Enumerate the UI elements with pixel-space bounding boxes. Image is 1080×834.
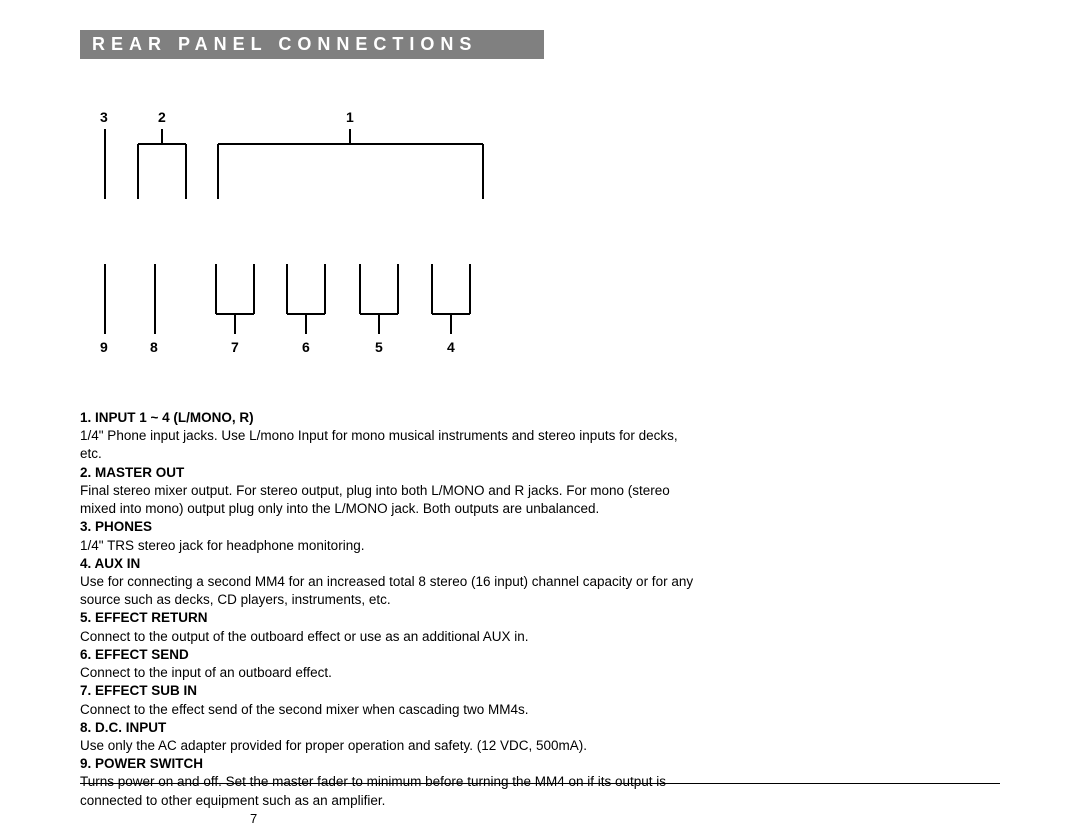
page: REAR PANEL CONNECTIONS 3 2 1 9 8 7 6 5 4 bbox=[0, 0, 1080, 810]
connection-diagram: 3 2 1 9 8 7 6 5 4 bbox=[88, 109, 508, 369]
item-3: 3. PHONES 1/4" TRS stereo jack for headp… bbox=[80, 518, 700, 554]
item-5-title: 5. EFFECT RETURN bbox=[80, 610, 208, 625]
item-2-title: 2. MASTER OUT bbox=[80, 465, 184, 480]
item-3-body: 1/4" TRS stereo jack for headphone monit… bbox=[80, 538, 364, 553]
footer-rule bbox=[80, 783, 1000, 804]
item-4-title: 4. AUX IN bbox=[80, 556, 140, 571]
item-2-body: Final stereo mixer output. For stereo ou… bbox=[80, 483, 670, 516]
item-8-title: 8. D.C. INPUT bbox=[80, 720, 166, 735]
item-5: 5. EFFECT RETURN Connect to the output o… bbox=[80, 609, 700, 645]
description-list: 1. INPUT 1 ~ 4 (L/MONO, R) 1/4" Phone in… bbox=[80, 409, 700, 810]
item-9-title: 9. POWER SWITCH bbox=[80, 756, 203, 771]
item-7: 7. EFFECT SUB IN Connect to the effect s… bbox=[80, 682, 700, 718]
item-5-body: Connect to the output of the outboard ef… bbox=[80, 629, 529, 644]
diagram-lines bbox=[88, 109, 508, 369]
item-1-body: 1/4" Phone input jacks. Use L/mono Input… bbox=[80, 428, 678, 461]
item-1-title: 1. INPUT 1 ~ 4 (L/MONO, R) bbox=[80, 410, 254, 425]
item-2: 2. MASTER OUT Final stereo mixer output.… bbox=[80, 464, 700, 519]
item-3-title: 3. PHONES bbox=[80, 519, 152, 534]
item-7-body: Connect to the effect send of the second… bbox=[80, 702, 529, 717]
item-6-body: Connect to the input of an outboard effe… bbox=[80, 665, 332, 680]
section-header: REAR PANEL CONNECTIONS bbox=[80, 30, 544, 59]
item-6: 6. EFFECT SEND Connect to the input of a… bbox=[80, 646, 700, 682]
item-7-title: 7. EFFECT SUB IN bbox=[80, 683, 197, 698]
item-6-title: 6. EFFECT SEND bbox=[80, 647, 189, 662]
item-8-body: Use only the AC adapter provided for pro… bbox=[80, 738, 587, 753]
page-number: 7 bbox=[250, 811, 257, 826]
item-4-body: Use for connecting a second MM4 for an i… bbox=[80, 574, 693, 607]
item-4: 4. AUX IN Use for connecting a second MM… bbox=[80, 555, 700, 610]
item-1: 1. INPUT 1 ~ 4 (L/MONO, R) 1/4" Phone in… bbox=[80, 409, 700, 464]
item-8: 8. D.C. INPUT Use only the AC adapter pr… bbox=[80, 719, 700, 755]
section-title: REAR PANEL CONNECTIONS bbox=[92, 34, 477, 54]
